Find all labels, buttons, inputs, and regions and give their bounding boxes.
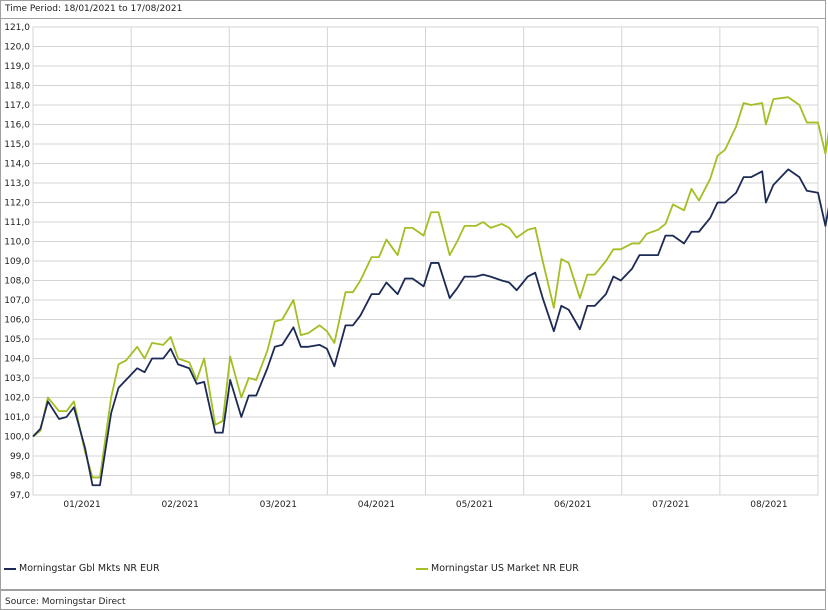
x-tick-label: 04/2021 (358, 500, 395, 510)
y-tick-label: 120,0 (4, 43, 30, 53)
y-tick-label: 97,0 (10, 491, 30, 501)
y-tick-label: 99,0 (10, 452, 30, 462)
x-tick-label: 08/2021 (750, 500, 787, 510)
legend-swatch-us (416, 567, 428, 570)
y-tick-label: 117,0 (4, 101, 30, 111)
y-tick-label: 110,0 (4, 238, 30, 248)
y-tick-label: 114,0 (4, 160, 30, 170)
y-tick-label: 119,0 (4, 62, 30, 72)
x-tick-label: 07/2021 (652, 500, 689, 510)
series-line-us (32, 96, 828, 479)
x-tick-label: 03/2021 (260, 500, 297, 510)
y-tick-label: 102,0 (4, 394, 30, 404)
y-tick-label: 104,0 (4, 355, 30, 365)
y-tick-label: 98,0 (10, 472, 30, 482)
source-label: Source: Morningstar Direct (5, 597, 126, 607)
grid-lines (33, 26, 818, 496)
legend-swatch-gbl (4, 567, 16, 570)
y-tick-label: 106,0 (4, 316, 30, 326)
y-tick-label: 112,0 (4, 199, 30, 209)
x-tick-label: 02/2021 (161, 500, 198, 510)
y-tick-label: 118,0 (4, 82, 30, 92)
y-tick-label: 113,0 (4, 179, 30, 189)
y-tick-label: 105,0 (4, 335, 30, 345)
y-tick-label: 103,0 (4, 374, 30, 384)
y-tick-label: 116,0 (4, 121, 30, 131)
y-tick-label: 100,0 (4, 433, 30, 443)
chart-header: Time Period: 18/01/2021 to 17/08/2021 (0, 0, 826, 18)
time-period-label: Time Period: 18/01/2021 to 17/08/2021 (5, 4, 183, 14)
x-tick-label: 01/2021 (63, 500, 100, 510)
y-tick-label: 115,0 (4, 140, 30, 150)
series-lines (32, 96, 828, 487)
y-tick-label: 107,0 (4, 296, 30, 306)
y-axis-ticks: 97,0 98,0 99,0 100,0 101,0 102,0 103,0 104,0 105… (4, 23, 30, 501)
y-tick-label: 121,0 (4, 23, 30, 33)
chart-footer: Source: Morningstar Direct (0, 590, 826, 610)
y-tick-label: 108,0 (4, 277, 30, 287)
x-axis-ticks: 01/2021 02/2021 03/2021 04/2021 05/2021 06/20… (63, 500, 787, 510)
y-tick-label: 111,0 (4, 218, 30, 228)
legend-label-gbl: Morningstar Gbl Mkts NR EUR (19, 563, 160, 574)
x-tick-label: 06/2021 (554, 500, 591, 510)
y-tick-label: 101,0 (4, 413, 30, 423)
legend-item-us: Morningstar US Market NR EUR (416, 563, 579, 574)
x-tick-label: 05/2021 (456, 500, 493, 510)
series-line-gbl (32, 168, 828, 487)
legend-item-gbl: Morningstar Gbl Mkts NR EUR (4, 563, 160, 574)
legend-label-us: Morningstar US Market NR EUR (431, 563, 579, 574)
y-tick-label: 109,0 (4, 257, 30, 267)
chart-frame (0, 18, 826, 590)
line-chart: 97,0 98,0 99,0 100,0 101,0 102,0 103,0 104,0 105… (4, 23, 828, 510)
